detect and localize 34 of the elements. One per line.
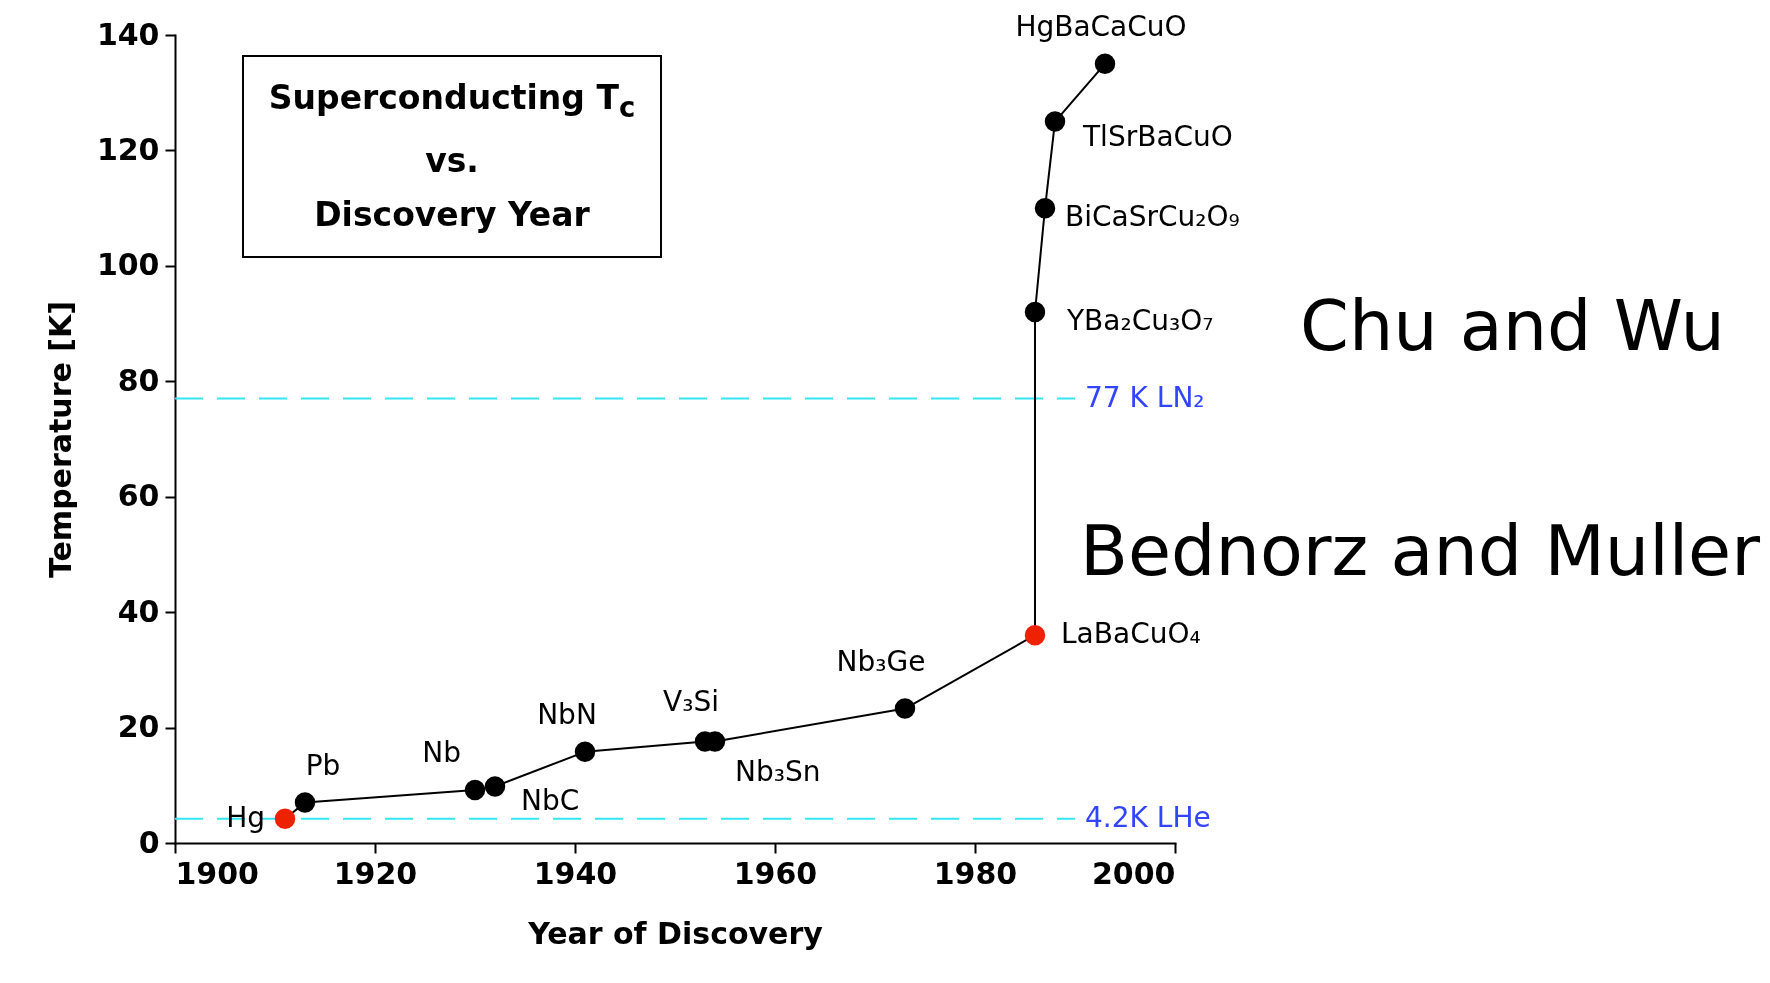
y-tick-label: 0 xyxy=(138,824,160,860)
annotation: Hg xyxy=(226,800,265,834)
y-tick-label: 100 xyxy=(96,247,160,283)
x-tick-label: 1900 xyxy=(175,855,259,891)
annotation: NbN xyxy=(537,697,597,731)
text: Chu and Wu xyxy=(1300,285,1725,367)
y-tick-label: 120 xyxy=(96,131,160,167)
annotation: BiCaSrCu₂O₉ xyxy=(1065,200,1240,234)
y-tick-label: 20 xyxy=(117,709,160,745)
annotation: YBa₂Cu₃O₇ xyxy=(1066,304,1214,338)
annotation: V₃Si xyxy=(663,685,719,719)
y-tick-label: 80 xyxy=(117,362,160,398)
x-tick-label: 1960 xyxy=(733,855,818,891)
x-tick-label: 2000 xyxy=(1092,855,1176,891)
x-tick-label: 1980 xyxy=(933,855,1018,891)
y-tick-label: 140 xyxy=(96,16,160,52)
annotation: TlSrBaCuO xyxy=(1082,119,1233,153)
annotation: NbC xyxy=(521,784,580,818)
annotation: Nb₃Ge xyxy=(836,644,926,678)
annotation: Bednorz and Muller xyxy=(1080,510,1760,592)
y-tick-label: 60 xyxy=(117,478,160,514)
x-tick-label: 1940 xyxy=(533,855,618,891)
x-axis-title: Year of Discovery xyxy=(527,915,824,951)
x-tick-label: 1920 xyxy=(333,855,418,891)
annotation: Pb xyxy=(305,748,341,782)
ref-line-label: 4.2K LHe xyxy=(1085,800,1211,834)
ref-line-label: 77 K LN₂ xyxy=(1085,380,1205,414)
annotation: LaBaCuO₄ xyxy=(1061,617,1201,651)
annotation: Nb xyxy=(422,735,461,769)
chart-title: Superconducting T$_{c}$ vs. Discovery Year xyxy=(268,78,636,234)
y-tick-label: 40 xyxy=(117,593,160,629)
annotation: Nb₃Sn xyxy=(735,755,821,789)
y-axis-title: Temperature [K] xyxy=(42,301,78,578)
annotation: HgBaCaCuO xyxy=(1015,9,1187,43)
